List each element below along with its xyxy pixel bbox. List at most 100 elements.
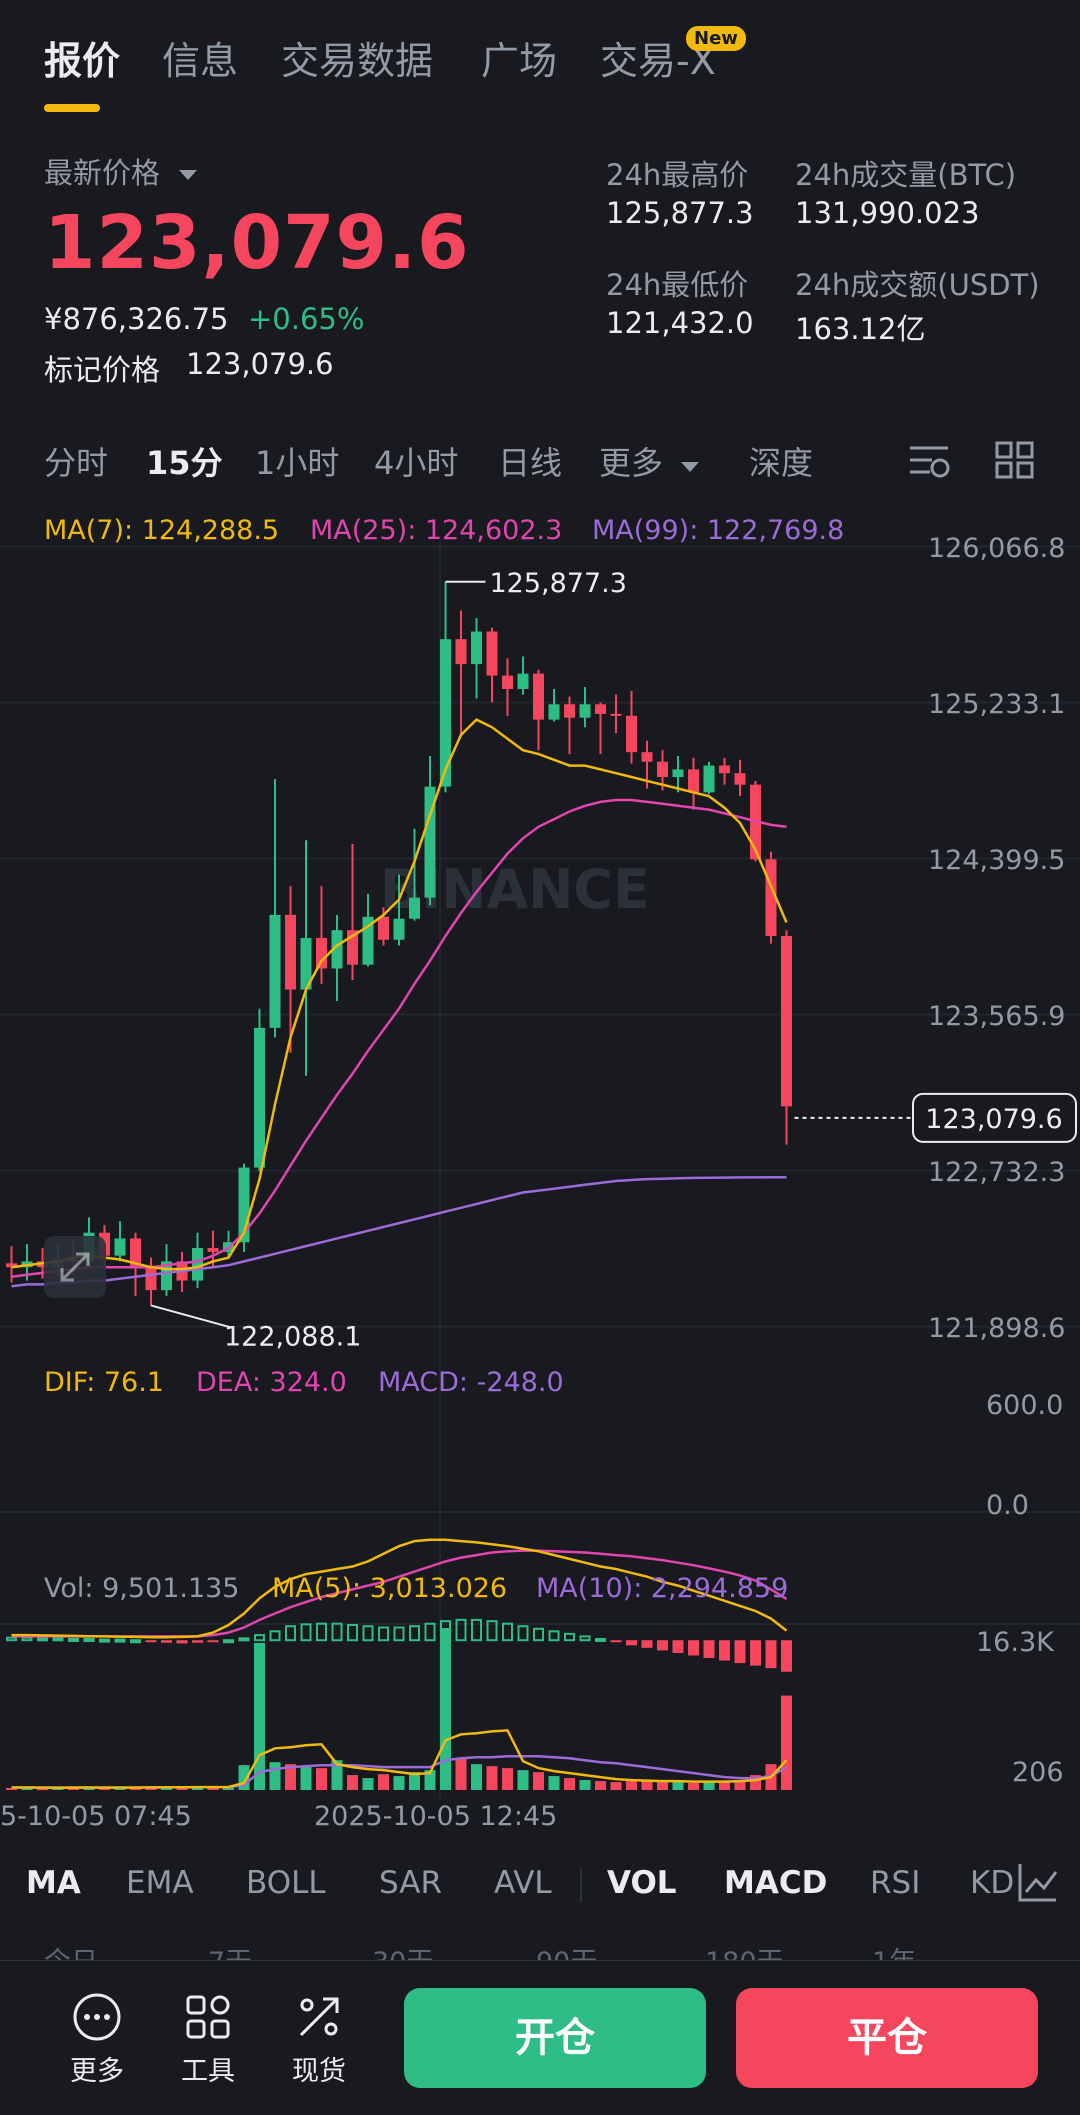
cny-price: ¥876,326.75 [44,302,229,336]
volume-bar [347,1775,358,1790]
price-axis-label: 121,898.6 [928,1313,1066,1344]
candle-body [703,765,715,793]
macd-bar [6,1636,17,1642]
interval-more-label: 更多 [599,444,664,482]
indicator-tab-sar[interactable]: SAR [379,1865,442,1901]
macd-bar [114,1638,126,1643]
macd-bar [781,1640,792,1672]
open-position-button[interactable]: 开仓 [404,1988,706,2088]
caret-down-icon [681,462,700,472]
expand-icon [60,1252,90,1282]
interval-1d[interactable]: 日线 [498,444,563,482]
volume-bar [362,1778,374,1790]
volume-bar [455,1758,467,1790]
close-position-button[interactable]: 平仓 [736,1988,1038,2088]
macd-bar [83,1637,95,1642]
macd-bar [610,1640,622,1643]
time-axis-label: 2025-10-05 12:45 [314,1801,558,1832]
interval-4h[interactable]: 4小时 [374,444,459,482]
volume-bar [254,1642,265,1790]
low-annotation: 122,088.1 [224,1321,361,1352]
volume-bar [502,1768,513,1790]
more-button[interactable]: 更多 [52,1991,142,2088]
indicator-tab-kd[interactable]: KD [970,1865,1015,1901]
indicator-tab-avl[interactable]: AVL [494,1865,552,1901]
indicator-tab-vol[interactable]: VOL [607,1865,677,1901]
macd-bar [176,1640,188,1644]
candle-body [362,916,374,965]
volume-label: 24h成交量(BTC) [795,158,1017,192]
swap-arrows-icon [299,1997,339,2037]
vol-label: Vol: 9,501.135 [44,1573,240,1604]
volume-bar [719,1781,730,1790]
macd-bar [548,1630,560,1642]
indicator-tab-boll[interactable]: BOLL [246,1865,326,1901]
macd-bar [52,1637,64,1642]
candle-body [672,769,684,778]
grid-layout-icon[interactable] [994,440,1036,480]
tab-trade-data[interactable]: 交易数据 [281,39,434,83]
caret-down-icon [179,170,198,180]
candle-body [502,675,513,689]
candle-body [192,1248,203,1281]
indicator-settings-icon[interactable] [1016,1860,1060,1904]
macd-bar [688,1640,699,1656]
interval-15m[interactable]: 15分 [146,444,223,482]
macd-bar [765,1640,777,1669]
volume-bar [657,1782,668,1790]
macd-bar [130,1639,141,1644]
latest-price-selector[interactable]: 最新价格 [44,150,199,192]
tab-quote[interactable]: 报价 [44,39,121,83]
spot-button[interactable]: 现货 [274,1991,364,2088]
fullscreen-button[interactable] [44,1236,106,1298]
volume-bar [734,1780,746,1790]
indicator-tab-macd[interactable]: MACD [724,1865,828,1901]
volume-bar [223,1786,234,1790]
macd-bar [533,1627,544,1642]
macd-bar [207,1640,219,1643]
tools-label: 工具 [181,2056,235,2087]
tools-grid-icon [186,1995,230,2039]
more-label: 更多 [70,2056,124,2087]
candle-body [564,704,575,718]
volume-bar [517,1770,529,1790]
indicator-tab-rsi[interactable]: RSI [870,1865,921,1901]
macd-bar [99,1638,110,1643]
volume-bar [579,1780,591,1790]
price-change: +0.65% [248,302,365,336]
interval-line[interactable]: 分时 [44,444,109,482]
tab-info[interactable]: 信息 [162,39,239,83]
volume-bar [378,1774,389,1790]
tab-square[interactable]: 广场 [481,39,558,83]
indicator-tab-ema[interactable]: EMA [126,1865,194,1901]
volume-bar [300,1766,312,1790]
macd-bar [161,1640,172,1643]
current-price-label: 123,079.6 [925,1104,1062,1135]
indicator-tab-ma[interactable]: MA [26,1865,81,1901]
interval-more[interactable]: 更多 [599,438,701,484]
mark-price: 123,079.6 [186,347,334,381]
volume-bar [548,1776,560,1790]
volume-bar [672,1781,684,1790]
macd-bar [486,1620,498,1642]
macd-bar [719,1640,730,1661]
macd-bar [424,1622,436,1642]
candle-body [161,1261,172,1291]
interval-1h[interactable]: 1小时 [255,444,340,482]
interval-depth[interactable]: 深度 [749,444,814,482]
chart-settings-icon[interactable] [906,440,952,480]
macd-bar [285,1625,296,1642]
macd-axis-label: 0.0 [986,1490,1029,1521]
macd-bar [672,1640,684,1653]
macd-axis-label: 600.0 [986,1390,1064,1421]
ma7-line [11,718,788,1271]
candle-body [455,639,467,665]
volume-bar [409,1772,420,1790]
active-tab-indicator [44,104,100,112]
dif-label: DIF: 76.1 [44,1367,164,1398]
kline-chart[interactable]: BINANCE 125,877.3 122,088.1 123,079.6 [0,500,1080,1840]
ma25-line [11,798,787,1278]
volume-bar [703,1782,715,1790]
candle-body [6,1263,17,1268]
tools-button[interactable]: 工具 [163,1991,253,2088]
